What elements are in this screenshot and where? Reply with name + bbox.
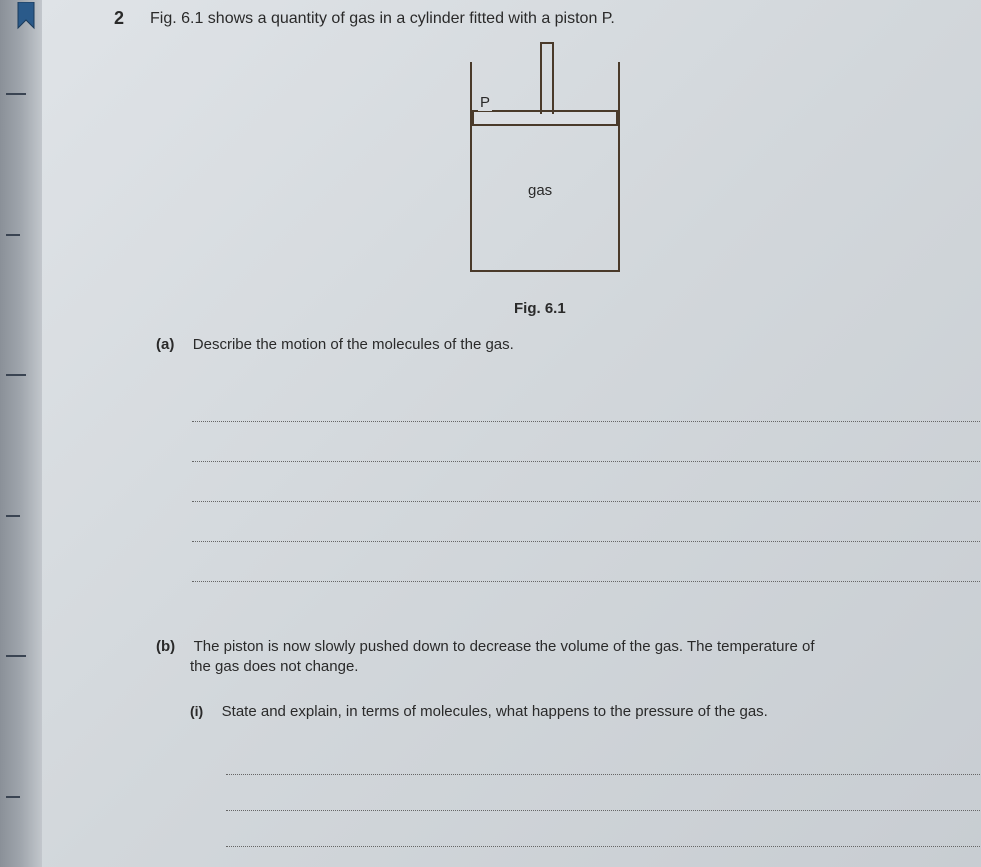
answer-line [192,382,981,422]
answer-line [226,739,981,775]
part-a-text: Describe the motion of the molecules of … [193,336,514,353]
cylinder-diagram: P gas [470,42,620,282]
answer-lines-bi: [2] [156,739,976,847]
gas-label: gas [528,182,552,199]
answer-line [192,462,981,502]
answer-line: [2] [226,811,981,847]
part-a-label: (a) [156,336,174,353]
subpart-i: (i) State and explain, in terms of molec… [190,703,976,721]
answer-line [192,422,981,462]
answer-line: [3] [192,542,981,582]
part-b-label: (b) [156,638,175,655]
part-a: (a) Describe the motion of the molecules… [156,336,976,582]
question-number: 2 [114,8,124,29]
ruler [4,24,28,867]
figure-caption: Fig. 6.1 [514,300,566,317]
part-b-text-2: the gas does not change. [190,656,976,679]
question-intro: Fig. 6.1 shows a quantity of gas in a cy… [150,10,615,28]
page-edge [0,0,42,867]
part-b: (b) The piston is now slowly pushed down… [156,638,976,847]
answer-line [192,502,981,542]
piston-label: P [478,94,492,111]
subpart-i-label: (i) [190,703,203,719]
subpart-i-text: State and explain, in terms of molecules… [222,703,768,720]
answer-line [226,775,981,811]
part-b-text-1: The piston is now slowly pushed down to … [194,638,815,655]
answer-lines-a: [3] [156,382,976,582]
piston-rod [540,42,554,114]
document-page: 2 Fig. 6.1 shows a quantity of gas in a … [42,0,981,867]
